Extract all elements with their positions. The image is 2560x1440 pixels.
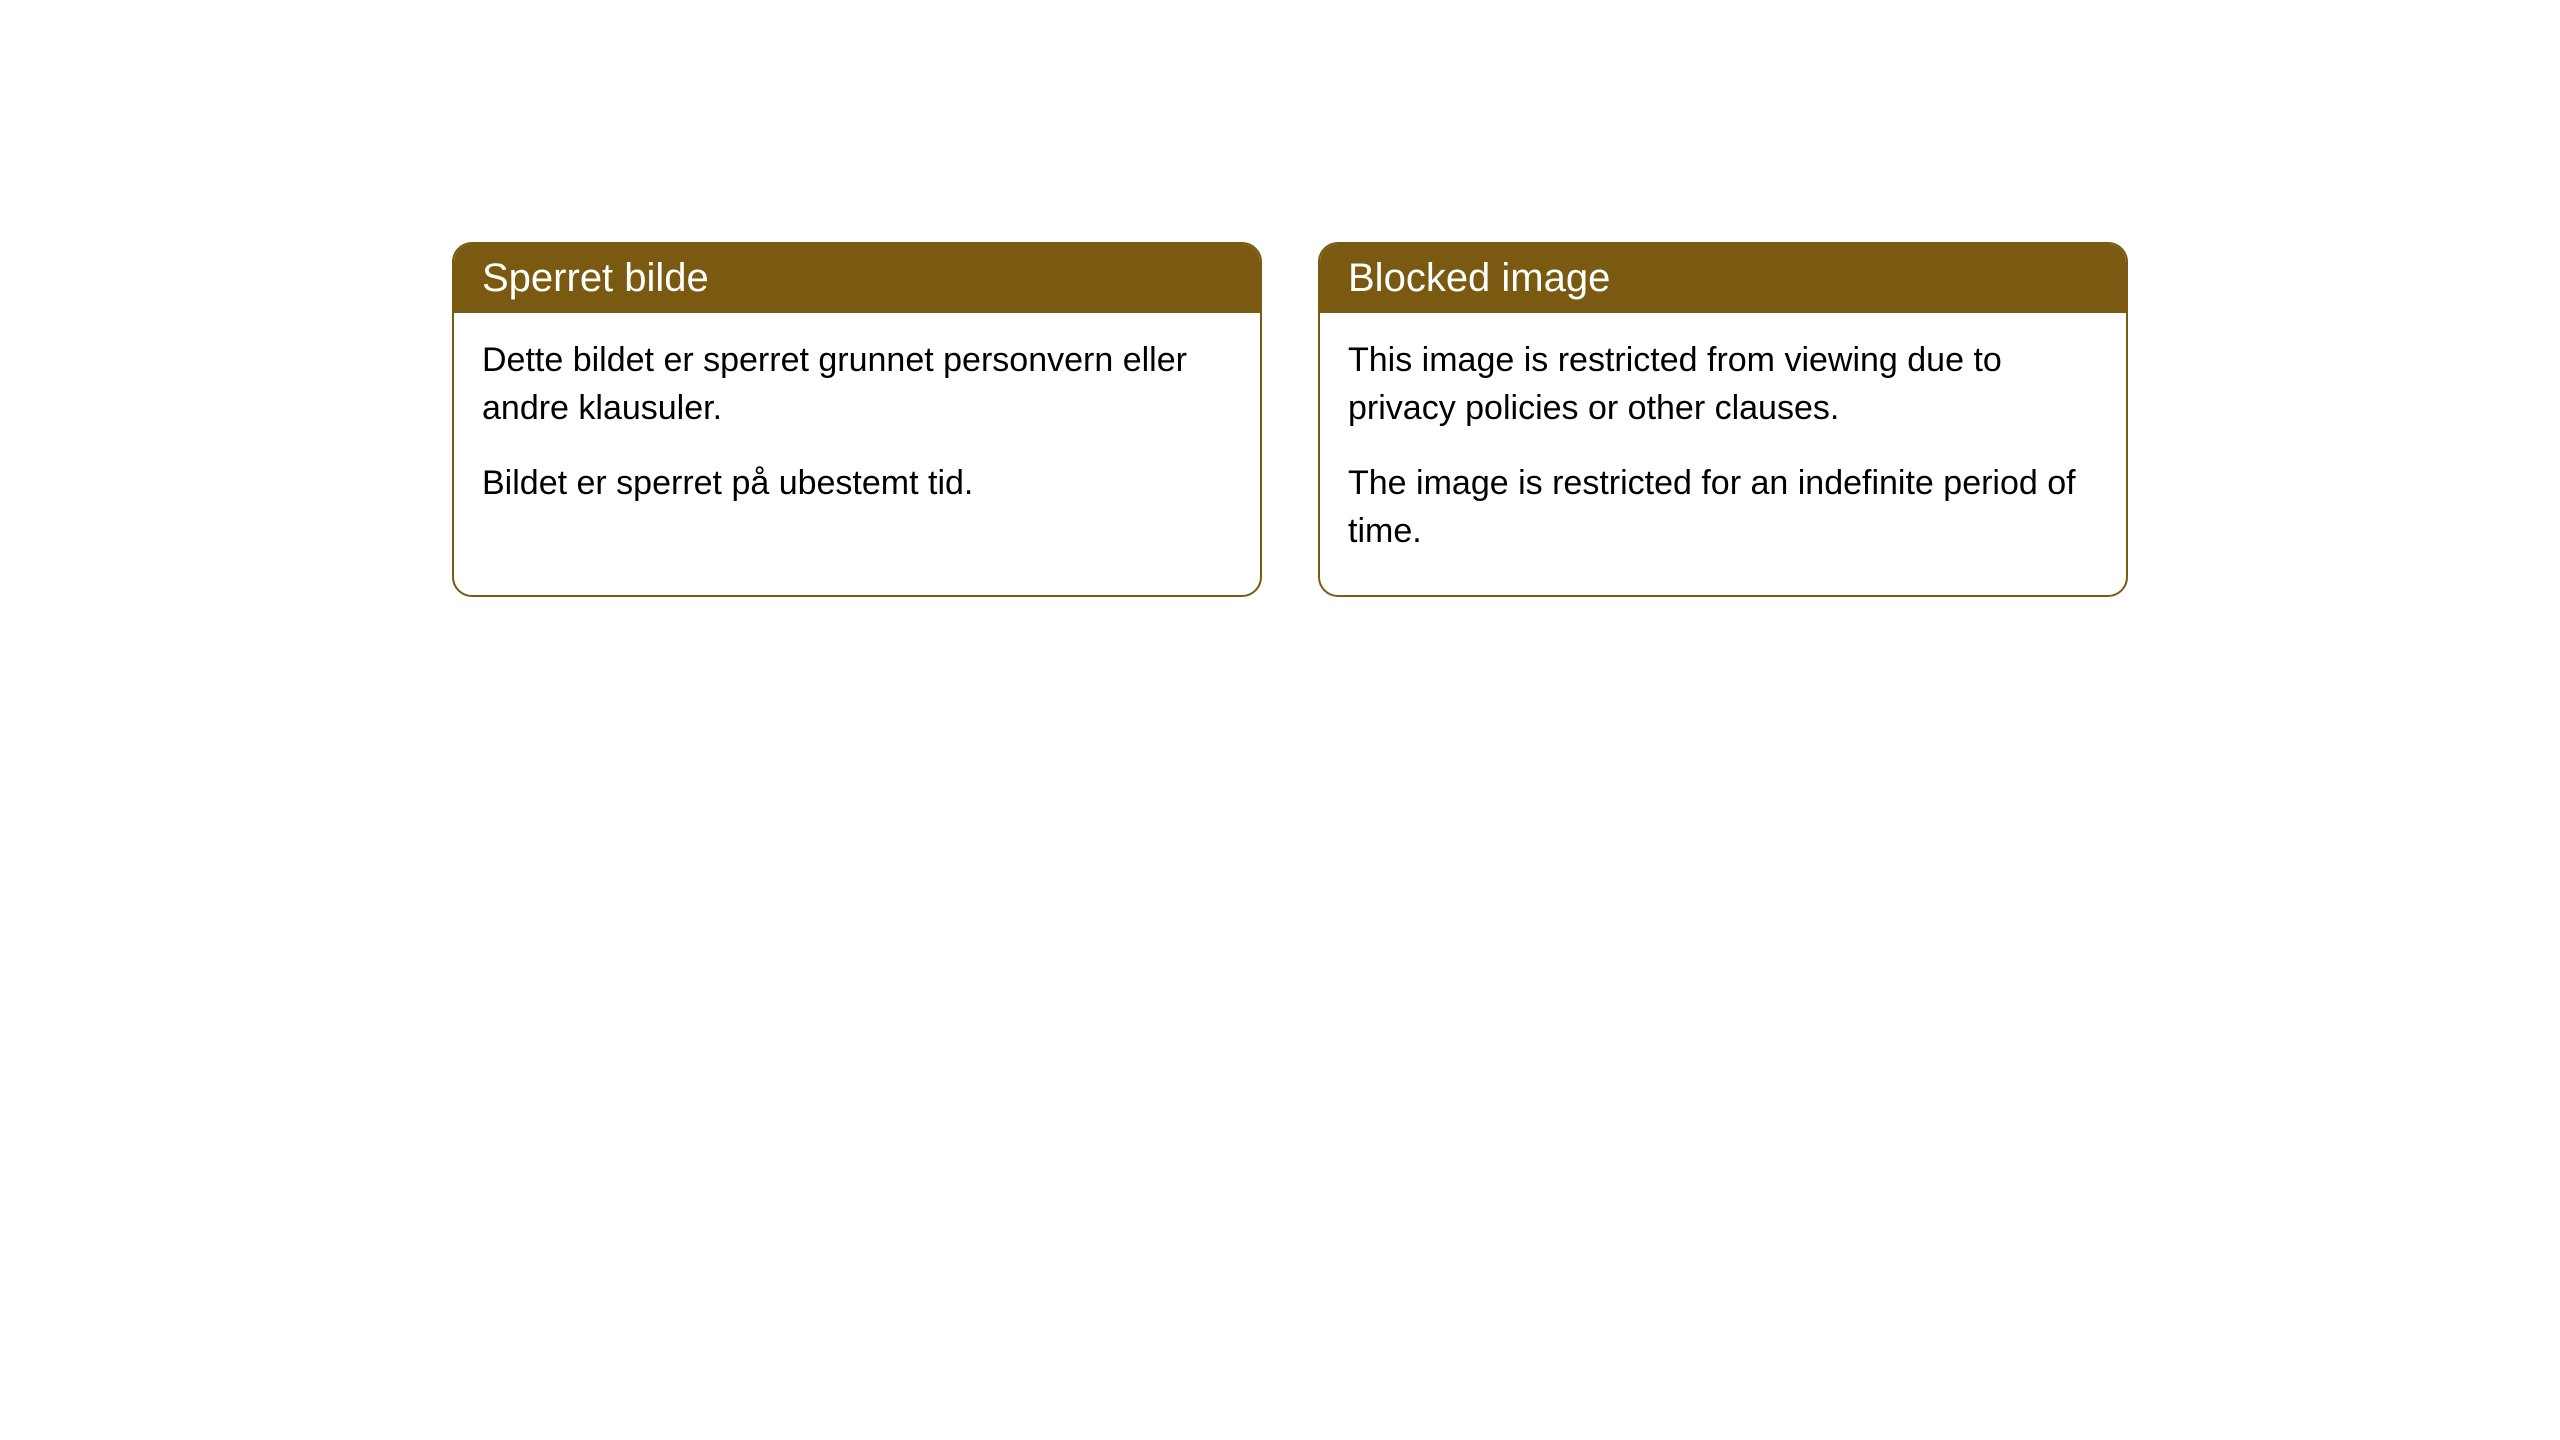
card-paragraph-english-2: The image is restricted for an indefinit… xyxy=(1348,460,2098,555)
blocked-image-card-english: Blocked image This image is restricted f… xyxy=(1318,242,2128,597)
blocked-image-card-norwegian: Sperret bilde Dette bildet er sperret gr… xyxy=(452,242,1262,597)
card-title-norwegian: Sperret bilde xyxy=(482,256,709,300)
card-body-english: This image is restricted from viewing du… xyxy=(1320,313,2126,595)
card-title-english: Blocked image xyxy=(1348,256,1610,300)
card-paragraph-norwegian-1: Dette bildet er sperret grunnet personve… xyxy=(482,337,1232,432)
card-header-english: Blocked image xyxy=(1320,244,2126,313)
notice-cards-container: Sperret bilde Dette bildet er sperret gr… xyxy=(452,242,2128,597)
card-paragraph-norwegian-2: Bildet er sperret på ubestemt tid. xyxy=(482,460,1232,508)
card-body-norwegian: Dette bildet er sperret grunnet personve… xyxy=(454,313,1260,548)
card-header-norwegian: Sperret bilde xyxy=(454,244,1260,313)
card-paragraph-english-1: This image is restricted from viewing du… xyxy=(1348,337,2098,432)
